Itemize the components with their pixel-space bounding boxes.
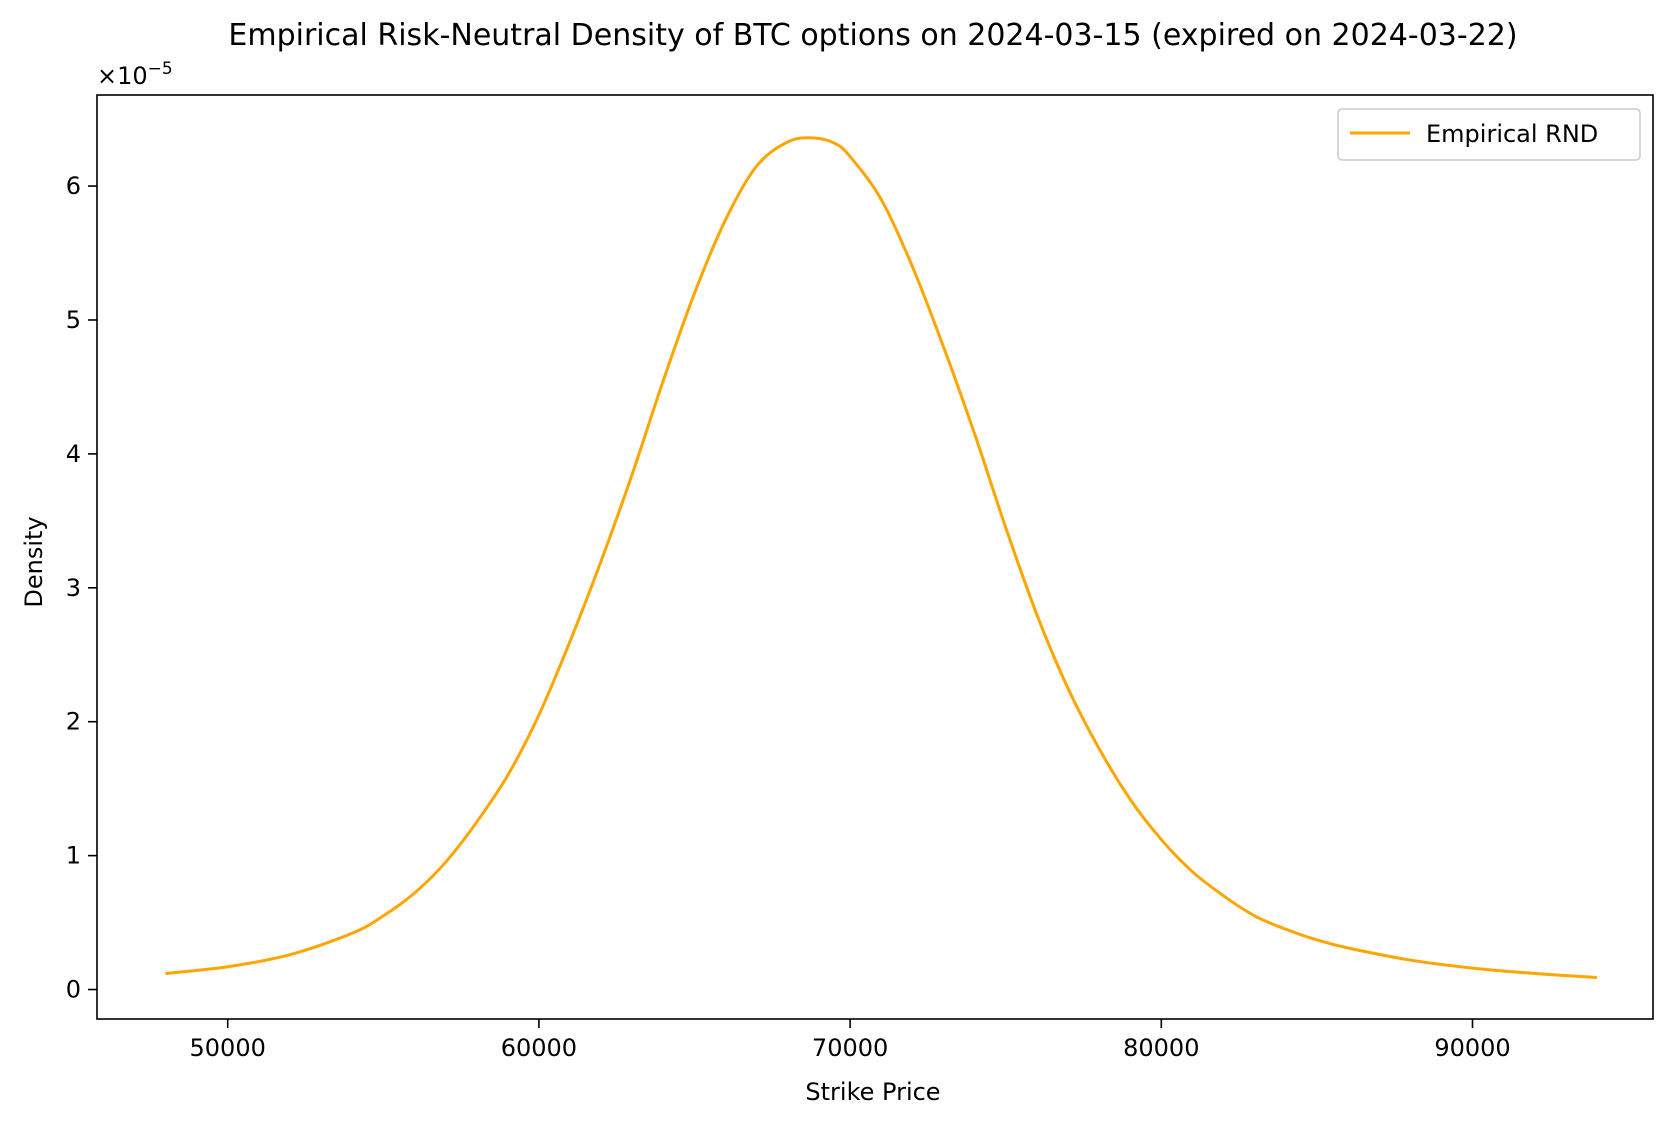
y-axis-label: Density	[20, 516, 48, 607]
plot-frame	[96, 94, 1654, 1020]
x-tick-label: 90000	[1434, 1034, 1510, 1062]
y-axis: 0 1 2 3 4 5 6	[66, 172, 97, 1004]
legend-label-empirical-rnd: Empirical RND	[1426, 120, 1598, 148]
x-tick-label: 60000	[501, 1034, 577, 1062]
x-tick-label: 80000	[1123, 1034, 1199, 1062]
y-tick-label: 4	[66, 440, 81, 468]
y-tick-label: 3	[66, 574, 81, 602]
y-tick-label: 0	[66, 976, 81, 1004]
chart-title: Empirical Risk-Neutral Density of BTC op…	[228, 18, 1517, 53]
plot-area	[165, 136, 1598, 979]
y-tick-label: 5	[66, 306, 81, 334]
x-tick-label: 70000	[812, 1034, 888, 1062]
y-tick-label: 1	[66, 842, 81, 870]
x-axis: 50000 60000 70000 80000 90000	[190, 1019, 1511, 1062]
y-tick-label: 2	[66, 708, 81, 736]
series-line-empirical-rnd	[165, 136, 1598, 979]
x-axis-label: Strike Price	[805, 1078, 940, 1106]
y-scale-label: ×10−5	[97, 59, 173, 90]
y-tick-label: 6	[66, 172, 81, 200]
x-tick-label: 50000	[190, 1034, 266, 1062]
legend: Empirical RND	[1337, 108, 1641, 161]
legend-box	[1337, 108, 1641, 161]
